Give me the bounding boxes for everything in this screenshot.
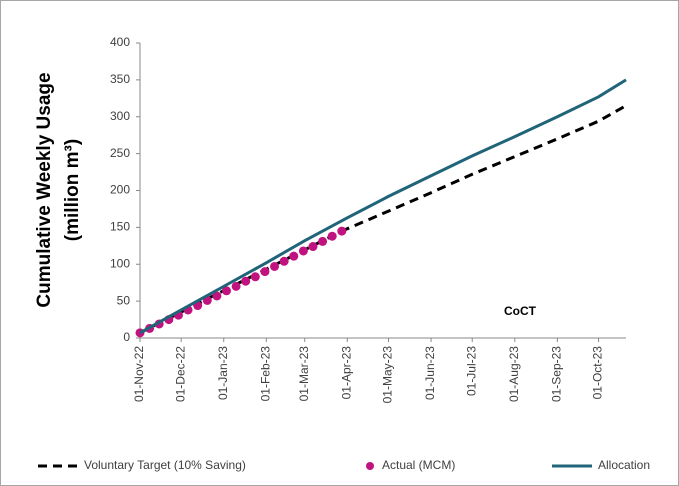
y-axis-title: (million m³) bbox=[62, 139, 83, 241]
y-tick-label: 100 bbox=[110, 256, 130, 270]
x-tick-label: 01-Jul-23 bbox=[464, 346, 478, 396]
x-tick-label: 01-Oct-23 bbox=[591, 346, 605, 400]
y-tick-label: 300 bbox=[110, 109, 130, 123]
legend-label: Allocation bbox=[598, 458, 650, 472]
data-point bbox=[279, 256, 289, 266]
data-point bbox=[270, 261, 280, 271]
x-tick-label: 01-Mar-23 bbox=[297, 346, 311, 402]
data-point bbox=[260, 267, 270, 277]
x-tick-label: 01-May-23 bbox=[381, 346, 395, 404]
y-tick-label: 350 bbox=[110, 72, 130, 86]
x-tick-label: 01-Apr-23 bbox=[339, 346, 353, 400]
x-tick-label: 01-Jun-23 bbox=[423, 346, 437, 400]
y-axis-title: Cumulative Weekly Usage bbox=[34, 72, 55, 307]
y-tick-label: 250 bbox=[110, 146, 130, 160]
data-point bbox=[308, 242, 318, 252]
series-line bbox=[139, 78, 627, 335]
data-point bbox=[212, 291, 222, 301]
x-tick-label: 01-Aug-23 bbox=[507, 346, 521, 402]
data-point bbox=[250, 272, 260, 282]
y-tick-label: 150 bbox=[110, 220, 130, 234]
data-point bbox=[327, 231, 337, 241]
x-tick-label: 01-Feb-23 bbox=[258, 346, 272, 402]
data-point bbox=[221, 286, 231, 296]
data-point bbox=[231, 281, 241, 291]
x-tick-label: 01-Nov-22 bbox=[132, 346, 146, 402]
data-point bbox=[298, 246, 308, 256]
y-tick-label: 50 bbox=[117, 293, 131, 307]
series-line bbox=[139, 104, 627, 335]
y-tick-label: 400 bbox=[110, 35, 130, 49]
x-tick-label: 01-Sep-23 bbox=[550, 346, 564, 402]
legend-label: Voluntary Target (10% Saving) bbox=[84, 458, 246, 472]
legend-marker bbox=[366, 462, 374, 470]
data-point bbox=[241, 276, 251, 286]
data-point bbox=[318, 236, 328, 246]
y-tick-label: 200 bbox=[110, 183, 130, 197]
data-point bbox=[337, 226, 347, 236]
x-tick-label: 01-Dec-22 bbox=[173, 346, 187, 402]
legend-label: Actual (MCM) bbox=[382, 458, 455, 472]
data-point bbox=[289, 251, 299, 261]
y-tick-label: 0 bbox=[123, 330, 130, 344]
annotation: CoCT bbox=[504, 304, 537, 318]
x-tick-label: 01-Jan-23 bbox=[216, 346, 230, 400]
